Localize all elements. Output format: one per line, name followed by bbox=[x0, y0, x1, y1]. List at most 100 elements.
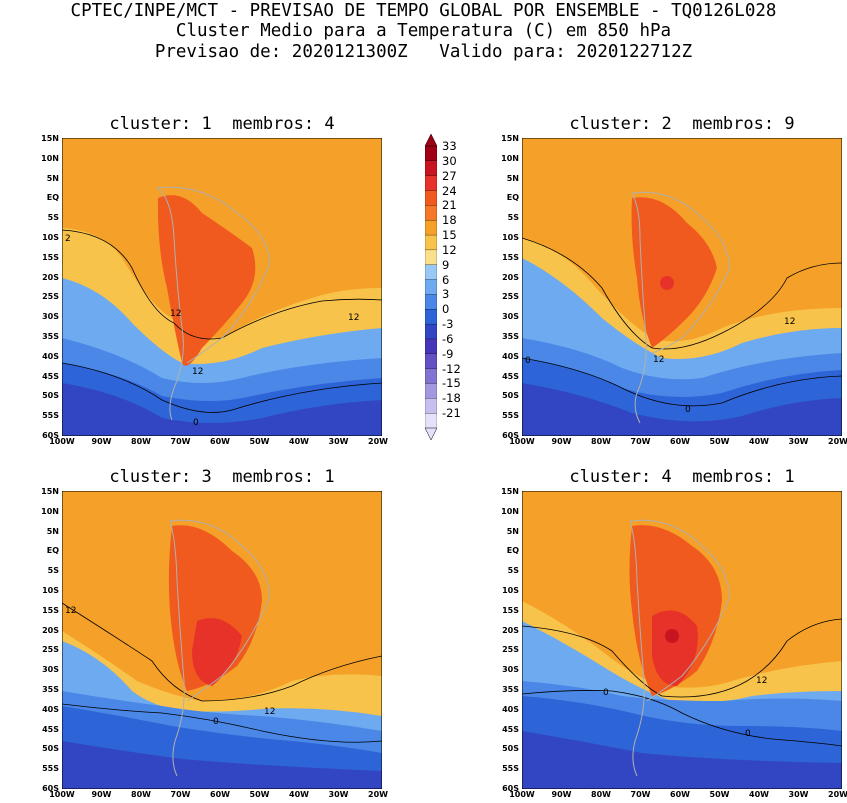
longitude-tick-label: 90W bbox=[551, 437, 572, 446]
panel-1-map: 2 12 12 12 0 bbox=[62, 138, 382, 436]
colorbar-level-label: 3 bbox=[442, 287, 450, 302]
colorbar-segment bbox=[425, 160, 437, 177]
latitude-tick-label: EQ bbox=[46, 193, 59, 203]
longitude-tick-label: 70W bbox=[170, 790, 191, 799]
latitude-tick-label: 60S bbox=[502, 784, 519, 793]
longitude-tick-label: 60W bbox=[670, 790, 690, 799]
longitude-tick-label: 50W bbox=[709, 790, 730, 799]
latitude-tick-label: 10S bbox=[502, 586, 519, 595]
latitude-tick-label: 60S bbox=[502, 431, 519, 440]
colorbar-level-label: 6 bbox=[442, 272, 450, 287]
longitude-tick-label: 20W bbox=[368, 437, 388, 446]
longitude-tick-label: 60W bbox=[210, 437, 230, 446]
colorbar-level-label: -15 bbox=[442, 376, 461, 391]
colorbar-segment bbox=[425, 175, 437, 191]
latitude-tick-label: 50S bbox=[502, 744, 519, 754]
latitude-tick-label: 10S bbox=[502, 233, 519, 242]
colorbar-level-label: 0 bbox=[442, 302, 450, 317]
colorbar-level-label: 9 bbox=[442, 257, 450, 272]
colorbar-level-label: 24 bbox=[442, 183, 457, 198]
colorbar-segment bbox=[425, 234, 437, 251]
latitude-tick-label: 30S bbox=[42, 312, 59, 322]
colorbar-segment bbox=[425, 279, 437, 295]
longitude-tick-label: 70W bbox=[630, 437, 651, 446]
latitude-tick-label: 20S bbox=[502, 272, 519, 282]
latitude-tick-label: 60S bbox=[42, 784, 59, 793]
colorbar-top-arrow bbox=[425, 134, 437, 147]
latitude-tick-label: 45S bbox=[502, 724, 519, 734]
colorbar-segment bbox=[425, 398, 437, 414]
colorbar-segment bbox=[425, 145, 437, 162]
colorbar-bottom-arrow bbox=[425, 427, 437, 440]
latitude-tick-label: 30S bbox=[502, 665, 519, 675]
panel-2-map: 12 12 0 0 bbox=[522, 138, 842, 436]
latitude-tick-label: 10N bbox=[41, 506, 59, 516]
latitude-tick-label: EQ bbox=[46, 546, 59, 556]
latitude-tick-label: 45S bbox=[502, 371, 519, 381]
latitude-tick-label: 5N bbox=[46, 173, 59, 183]
latitude-tick-label: 20S bbox=[42, 272, 59, 282]
latitude-tick-label: 55S bbox=[502, 411, 519, 421]
contour-label: 0 bbox=[213, 717, 219, 727]
contour-label: 2 bbox=[65, 234, 71, 244]
latitude-tick-label: 15S bbox=[502, 605, 519, 615]
latitude-tick-label: 5S bbox=[47, 566, 59, 576]
longitude-tick-label: 70W bbox=[630, 790, 651, 799]
colorbar-segment bbox=[425, 309, 437, 325]
latitude-tick-label: 60S bbox=[42, 431, 59, 440]
colorbar bbox=[425, 134, 437, 440]
longitude-tick-label: 40W bbox=[289, 437, 309, 446]
latitude-tick-label: 25S bbox=[502, 292, 519, 302]
latitude-tick-label: 35S bbox=[42, 685, 59, 694]
latitude-tick-label: 50S bbox=[42, 391, 59, 401]
longitude-tick-label: 80W bbox=[131, 437, 151, 446]
panel-4-title: cluster: 4 membros: 1 bbox=[569, 467, 795, 487]
latitude-tick-label: 40S bbox=[502, 704, 519, 714]
latitude-tick-label: 25S bbox=[42, 292, 59, 302]
header-title-line-1: CPTEC/INPE/MCT - PREVISAO DE TEMPO GLOBA… bbox=[70, 1, 777, 21]
contour-label: 12 bbox=[65, 606, 76, 616]
latitude-tick-label: 55S bbox=[42, 411, 59, 421]
colorbar-segment bbox=[425, 338, 437, 355]
colorbar-level-label: -21 bbox=[442, 406, 461, 421]
colorbar-segment bbox=[425, 190, 437, 206]
colorbar-segment bbox=[425, 368, 437, 384]
contour-label: 12 bbox=[264, 707, 275, 717]
latitude-tick-label: 15S bbox=[42, 252, 59, 262]
latitude-tick-label: 35S bbox=[42, 332, 59, 341]
longitude-tick-label: 90W bbox=[551, 790, 572, 799]
colorbar-segment bbox=[425, 205, 437, 221]
latitude-tick-label: 15S bbox=[502, 252, 519, 262]
colorbar-segment bbox=[425, 220, 437, 236]
latitude-tick-label: 15S bbox=[42, 605, 59, 615]
longitude-tick-label: 80W bbox=[591, 437, 611, 446]
contour-label: 12 bbox=[348, 313, 359, 323]
colorbar-segment bbox=[425, 323, 437, 340]
latitude-tick-label: 15N bbox=[41, 487, 59, 496]
longitude-tick-label: 70W bbox=[170, 437, 191, 446]
longitude-tick-label: 60W bbox=[210, 790, 230, 799]
colorbar-segment bbox=[425, 249, 437, 266]
longitude-tick-label: 80W bbox=[591, 790, 611, 799]
latitude-tick-label: 40S bbox=[502, 351, 519, 361]
longitude-tick-label: 40W bbox=[289, 790, 309, 799]
longitude-tick-label: 100W bbox=[49, 790, 75, 799]
colorbar-segment bbox=[425, 383, 437, 399]
latitude-tick-label: 10N bbox=[501, 506, 519, 516]
longitude-tick-label: 20W bbox=[828, 437, 847, 446]
latitude-tick-label: 10N bbox=[41, 153, 59, 163]
colorbar-segment bbox=[425, 413, 437, 429]
longitude-tick-label: 20W bbox=[368, 790, 388, 799]
contour-label: 12 bbox=[784, 317, 795, 327]
latitude-tick-label: 25S bbox=[42, 645, 59, 655]
longitude-tick-label: 30W bbox=[328, 437, 349, 446]
colorbar-level-label: 30 bbox=[442, 153, 457, 168]
latitude-tick-label: 40S bbox=[42, 704, 59, 714]
longitude-tick-label: 50W bbox=[249, 437, 270, 446]
latitude-tick-label: 45S bbox=[42, 724, 59, 734]
latitude-tick-label: 20S bbox=[42, 625, 59, 635]
latitude-tick-label: 35S bbox=[502, 685, 519, 694]
latitude-tick-label: 25S bbox=[502, 645, 519, 655]
longitude-tick-label: 80W bbox=[131, 790, 151, 799]
header-title-line-2: Cluster Medio para a Temperatura (C) em … bbox=[175, 21, 672, 41]
